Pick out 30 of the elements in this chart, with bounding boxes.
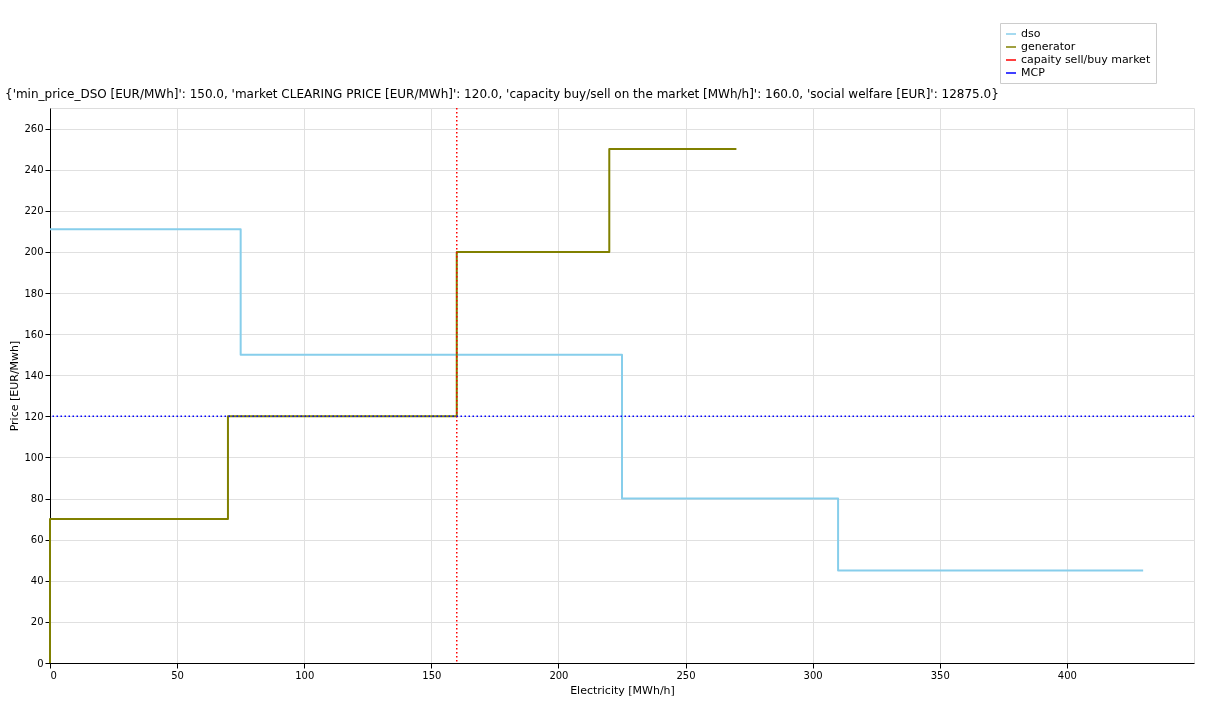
x-tick-label: 50 bbox=[171, 669, 184, 681]
x-tick-label: 250 bbox=[676, 669, 696, 681]
x-tick-label: 0 bbox=[50, 669, 57, 681]
x-tick-label: 350 bbox=[930, 669, 950, 681]
legend-label: dso bbox=[1021, 27, 1041, 40]
y-tick-label: 260 bbox=[24, 123, 44, 135]
x-tick-label: 200 bbox=[549, 669, 569, 681]
y-tick-label: 240 bbox=[24, 164, 44, 176]
x-axis-title: Electricity [MWh/h] bbox=[570, 683, 675, 697]
y-axis-title: Price [EUR/Mwh] bbox=[8, 340, 22, 432]
y-tick-label: 180 bbox=[24, 287, 44, 299]
y-tick-label: 140 bbox=[24, 369, 44, 381]
y-tick-label: 120 bbox=[24, 410, 44, 422]
y-tick-label: 20 bbox=[30, 616, 44, 628]
x-tick-label: 100 bbox=[295, 669, 315, 681]
legend-label: generator bbox=[1021, 40, 1076, 53]
y-tick-label: 0 bbox=[37, 657, 44, 669]
y-tick-label: 100 bbox=[24, 451, 44, 463]
legend-label: MCP bbox=[1021, 66, 1046, 79]
legend-label: capaity sell/buy market bbox=[1021, 53, 1151, 66]
y-tick-label: 220 bbox=[24, 205, 44, 217]
x-tick-label: 300 bbox=[803, 669, 823, 681]
y-tick-label: 200 bbox=[24, 246, 44, 258]
y-tick-label: 80 bbox=[30, 493, 44, 505]
y-tick-label: 60 bbox=[30, 534, 44, 546]
text: {'min_price_DSO [EUR/MWh]': 150.0, 'market CLEARING PRICE [EUR/MWh]': 120.0, 'capacity buy/sell on the market [MWh/h]': 160.0, 'social welfare [EUR]': 12875.0} bbox=[5, 87, 999, 101]
y-tick-label: 160 bbox=[24, 328, 44, 340]
y-tick-label: 40 bbox=[30, 575, 44, 587]
x-tick-label: 400 bbox=[1057, 669, 1077, 681]
x-tick-label: 150 bbox=[422, 669, 442, 681]
